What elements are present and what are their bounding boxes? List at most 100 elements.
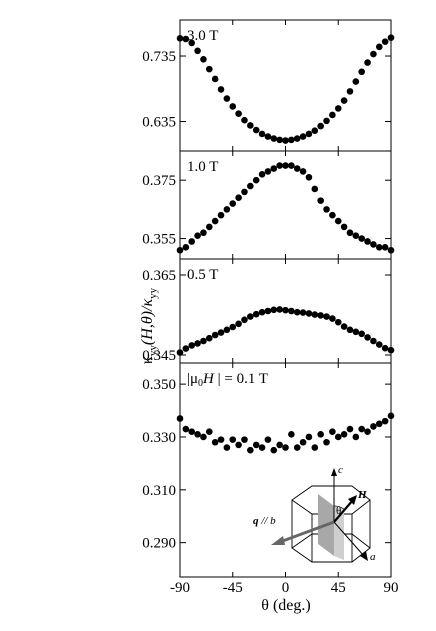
- data-point: [387, 346, 395, 354]
- data-point: [276, 162, 283, 169]
- data-point: [194, 232, 201, 239]
- data-point: [247, 122, 254, 129]
- data-point: [364, 59, 371, 66]
- data-point: [288, 431, 295, 438]
- data-point: [270, 135, 278, 142]
- data-point: [176, 35, 184, 42]
- data-point: [387, 246, 395, 254]
- data-point: [370, 423, 377, 430]
- a-axis-line: [333, 521, 365, 557]
- data-point: [258, 444, 266, 451]
- data-point: [276, 441, 283, 449]
- data-point: [352, 328, 360, 336]
- data-point: [288, 307, 295, 315]
- data-point: [334, 318, 342, 326]
- data-point: [211, 75, 219, 83]
- data-point: [211, 438, 219, 446]
- data-point: [311, 444, 319, 451]
- data-point: [381, 244, 389, 251]
- y-tick-label: 0.635: [142, 115, 176, 131]
- panel-label-italic: H: [202, 371, 215, 387]
- panel-1: 0.735 0.635 3.0 T: [142, 19, 395, 152]
- panel-label: 3.0 T: [187, 28, 218, 44]
- data-point: [229, 200, 237, 207]
- data-point: [293, 135, 301, 142]
- x-tick-label: 0: [282, 580, 290, 596]
- y-tick-label: 0.310: [142, 483, 176, 499]
- data-point: [323, 313, 330, 320]
- data-point: [276, 306, 283, 313]
- data-point: [229, 103, 237, 110]
- h-vector-label: H: [357, 489, 367, 501]
- data-point: [375, 244, 383, 251]
- x-tick-label: -90: [170, 580, 190, 596]
- y-tick-label: 0.330: [142, 430, 176, 446]
- data-point: [323, 206, 330, 213]
- panel-label-sub: 0: [198, 378, 203, 389]
- panel-label: |μ0H | = 0.1 T: [187, 371, 268, 389]
- data-point: [200, 56, 207, 63]
- panel-2: 0.375 0.355 1.0 T: [142, 150, 395, 260]
- data-point: [276, 136, 283, 144]
- data-point: [317, 122, 324, 130]
- data-point: [241, 436, 248, 443]
- data-point: [375, 420, 383, 428]
- data-point: [264, 307, 272, 315]
- data-point: [235, 320, 242, 328]
- data-point: [346, 88, 354, 95]
- data-point: [217, 436, 225, 443]
- data-point: [241, 316, 248, 324]
- data-point: [247, 182, 254, 190]
- data-point: [329, 211, 336, 219]
- q-label-b: // b: [259, 515, 277, 527]
- data-point: [229, 436, 237, 443]
- y-axis-title-sub1: yy: [147, 345, 159, 357]
- data-point: [258, 171, 266, 178]
- x-tick-label: 45: [331, 580, 346, 596]
- data-point: [223, 326, 231, 334]
- x-tick-label: 90: [384, 580, 399, 596]
- data-point: [387, 412, 395, 420]
- y-axis-title-kappa: κ: [139, 356, 156, 364]
- data-point: [352, 433, 360, 441]
- data-point: [241, 188, 248, 196]
- data-point: [247, 446, 254, 454]
- panel-frame: [179, 362, 392, 578]
- data-point: [346, 425, 354, 433]
- data-point: [206, 428, 213, 435]
- data-point: [305, 310, 313, 317]
- data-point: [358, 235, 365, 242]
- data-point: [252, 176, 260, 184]
- q-vector-line: [279, 520, 335, 544]
- h-vector-arrowhead: [348, 495, 357, 505]
- data-point: [264, 133, 272, 140]
- h-vector-line: [333, 499, 354, 523]
- data-point: [264, 168, 272, 175]
- data-point: [387, 34, 395, 41]
- data-point: [288, 136, 295, 144]
- data-point: [211, 331, 219, 339]
- data-point: [229, 323, 237, 331]
- data-point: [176, 415, 184, 422]
- x-tick-labels: -90 -45 0 45 90: [170, 580, 399, 596]
- data-point: [311, 127, 319, 134]
- y-tick-label: 0.350: [142, 377, 176, 393]
- data-point: [223, 95, 231, 102]
- x-axis-title: θ (deg.): [261, 597, 310, 614]
- y-tick-label: 0.355: [142, 232, 176, 248]
- x-tick-label: -45: [223, 580, 243, 596]
- y-axis-title: κyy(H,θ)/κyy: [139, 287, 159, 364]
- data-point: [323, 438, 330, 446]
- data-point: [194, 47, 201, 55]
- data-point: [282, 444, 289, 451]
- data-point: [282, 137, 289, 144]
- data-point: [188, 238, 196, 245]
- theta-arc: [333, 505, 346, 511]
- data-point: [194, 340, 201, 347]
- data-point: [352, 232, 360, 239]
- data-point: [334, 105, 342, 112]
- data-point: [235, 441, 242, 449]
- data-point: [182, 425, 190, 433]
- data-point: [299, 309, 307, 316]
- data-point: [370, 337, 377, 345]
